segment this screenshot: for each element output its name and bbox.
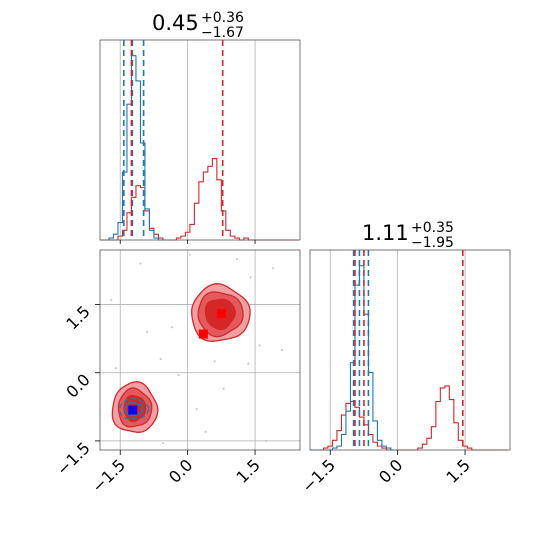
sample-point (110, 298, 113, 302)
sample-point (170, 326, 174, 329)
title-param-1-plus: +0.36 (201, 10, 244, 26)
sample-point (222, 387, 225, 390)
sample-point (146, 330, 149, 333)
sample-point (280, 348, 284, 352)
panel-frame (99, 39, 301, 241)
marker-blue (128, 405, 138, 415)
contour-blue (119, 397, 150, 420)
sample-point (271, 267, 275, 270)
contour-blue (124, 401, 144, 417)
panel-frame (99, 249, 301, 451)
hist-blue (310, 265, 396, 451)
x-tick-label: −1.5 (88, 455, 129, 496)
title-param-2: 1.11 (362, 221, 409, 245)
y-tick-label: 0.0 (62, 370, 93, 401)
x-tick-label: 0.0 (375, 455, 406, 486)
sample-point (161, 442, 165, 445)
sample-point (249, 276, 252, 279)
y-tick-label: −1.5 (53, 438, 94, 479)
panel-frame (309, 249, 511, 451)
x-tick-label: −1.5 (298, 455, 339, 496)
sample-point (114, 367, 117, 370)
sample-point (139, 262, 142, 265)
sample-point (204, 430, 207, 433)
histogram-param-1 (99, 39, 301, 244)
x-tick-label: 1.5 (442, 455, 473, 486)
sample-point (265, 439, 268, 443)
hist-red (310, 385, 508, 451)
x-tick-label: 0.0 (165, 455, 196, 486)
sample-point (247, 362, 250, 365)
sample-point (177, 373, 180, 377)
sample-point (159, 357, 162, 361)
hist-blue (100, 55, 168, 241)
title-param-2-minus: −1.95 (411, 235, 454, 251)
sample-point (235, 257, 239, 261)
sample-point (188, 253, 191, 256)
title-param-2-plus: +0.35 (411, 220, 454, 236)
sample-point (195, 407, 198, 411)
marker-red (216, 309, 226, 319)
y-tick-label: 1.5 (62, 302, 93, 333)
sample-point (258, 344, 261, 347)
density-param-1-vs-2 (95, 249, 301, 455)
sample-point (213, 360, 216, 363)
title-param-1: 0.45 (152, 11, 199, 35)
marker-red (198, 329, 208, 339)
x-tick-label: 1.5 (232, 455, 263, 486)
hist-red (100, 157, 298, 241)
title-param-1-minus: −1.67 (201, 25, 244, 41)
histogram-param-2 (309, 249, 511, 455)
